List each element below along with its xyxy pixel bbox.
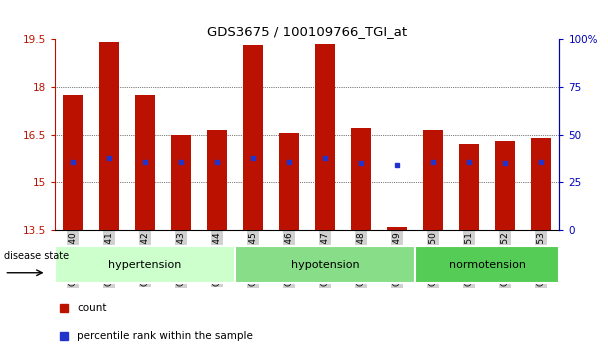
Title: GDS3675 / 100109766_TGI_at: GDS3675 / 100109766_TGI_at: [207, 25, 407, 38]
Bar: [235, 246, 415, 283]
Bar: [531, 138, 551, 230]
Bar: [171, 135, 191, 230]
Bar: [243, 45, 263, 230]
Bar: [99, 42, 119, 230]
Text: hypertension: hypertension: [108, 259, 182, 270]
Bar: [496, 141, 515, 230]
Bar: [135, 95, 155, 230]
Text: normotension: normotension: [449, 259, 526, 270]
Text: percentile rank within the sample: percentile rank within the sample: [77, 331, 254, 341]
Text: disease state: disease state: [4, 251, 69, 261]
Bar: [315, 44, 335, 230]
Bar: [55, 246, 235, 283]
Bar: [459, 144, 479, 230]
Bar: [279, 133, 299, 230]
Bar: [387, 227, 407, 230]
Bar: [423, 130, 443, 230]
Bar: [63, 95, 83, 230]
Bar: [415, 246, 559, 283]
Bar: [207, 130, 227, 230]
Text: hypotension: hypotension: [291, 259, 359, 270]
Text: count: count: [77, 303, 107, 313]
Bar: [351, 128, 371, 230]
